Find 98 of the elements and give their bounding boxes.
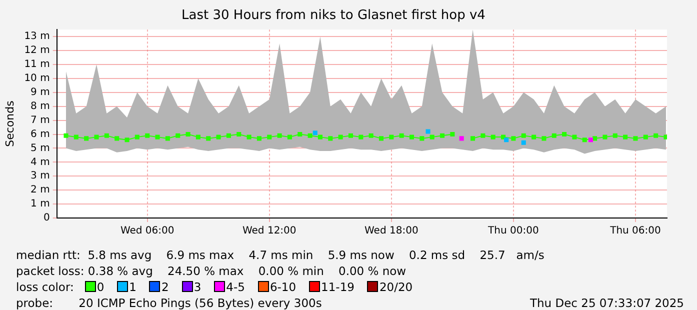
point xyxy=(490,134,496,140)
x-tick-label: Thu 06:00 xyxy=(609,226,661,237)
point xyxy=(176,133,180,138)
legend-title: loss color: xyxy=(16,280,75,294)
point xyxy=(74,134,78,140)
point xyxy=(511,136,516,141)
point xyxy=(532,134,536,140)
point xyxy=(216,134,221,140)
x-tick-label: Wed 06:00 xyxy=(120,226,174,237)
y-tick-label: 12 m xyxy=(24,45,50,56)
x-tick-label: Wed 12:00 xyxy=(242,226,296,237)
point xyxy=(426,129,430,134)
point xyxy=(612,133,618,138)
legend-label: 0 xyxy=(96,280,104,294)
point xyxy=(165,136,170,141)
y-tick-label: 6 m xyxy=(30,128,50,140)
point xyxy=(155,134,160,140)
chart-title: Last 30 Hours from niks to Glasnet first hop v4 xyxy=(182,8,486,24)
point xyxy=(409,134,414,140)
y-tick-label: 0 xyxy=(43,212,50,224)
y-tick-label: 1 m xyxy=(30,198,50,210)
point xyxy=(399,133,404,138)
point xyxy=(134,134,140,140)
point xyxy=(94,134,99,140)
point xyxy=(420,136,424,141)
x-tick-label: Wed 18:00 xyxy=(364,226,418,237)
y-axis-title: Seconds xyxy=(3,100,16,147)
point xyxy=(348,133,354,138)
point xyxy=(328,136,333,141)
point xyxy=(358,134,364,140)
point xyxy=(267,134,272,140)
point xyxy=(588,138,593,142)
legend-label: 1 xyxy=(129,280,136,294)
point xyxy=(114,136,120,141)
point xyxy=(312,130,318,136)
legend-label: 3 xyxy=(194,280,202,294)
y-tick-label: 11 m xyxy=(24,59,50,70)
point xyxy=(196,134,200,140)
point xyxy=(256,136,262,141)
text: packet loss: 0.38 % avg 24.50 % max 0.00 % min 0.00 % now xyxy=(16,263,408,279)
point xyxy=(643,134,648,140)
point xyxy=(206,136,211,141)
text: probe: 20 ICMP Echo Pings (56 Bytes) every 300s xyxy=(16,296,322,310)
point xyxy=(318,134,322,140)
point xyxy=(521,133,526,138)
point xyxy=(562,132,567,137)
legend-label: 2 xyxy=(161,280,169,294)
point xyxy=(633,136,638,141)
point xyxy=(64,133,68,138)
y-tick-label: 8 m xyxy=(30,100,50,112)
point xyxy=(450,132,455,137)
point xyxy=(623,134,628,140)
legend-label: 11-19 xyxy=(321,280,354,294)
y-tick-label: 5 m xyxy=(30,142,50,154)
point xyxy=(145,133,150,138)
y-tick-label: 10 m xyxy=(24,73,50,84)
point xyxy=(246,134,252,140)
point xyxy=(504,138,509,142)
y-tick-label: 4 m xyxy=(30,156,50,168)
point xyxy=(378,136,384,141)
point xyxy=(298,132,302,137)
point xyxy=(459,136,464,141)
point xyxy=(338,134,343,140)
point xyxy=(124,138,130,142)
point xyxy=(236,132,242,137)
text: median rtt: 5.8 ms avg 6.9 ms max 4.7 ms min 5.9 ms now 0.2 ms sd 25.7 am/s xyxy=(16,247,546,263)
legend-label: 6-10 xyxy=(270,280,296,294)
point xyxy=(664,134,667,140)
point xyxy=(287,134,292,140)
point xyxy=(470,136,476,141)
point xyxy=(84,136,89,141)
point xyxy=(552,133,556,138)
y-tick-label: 7 m xyxy=(30,114,50,126)
y-tick-label: 2 m xyxy=(30,184,50,196)
text: Thu Dec 25 07:33:07 2025 xyxy=(530,295,684,310)
x-tick-label: Thu 00:00 xyxy=(487,226,539,237)
point xyxy=(308,133,312,138)
point xyxy=(542,136,546,141)
point xyxy=(440,133,445,138)
point xyxy=(602,134,608,140)
point xyxy=(572,134,577,140)
y-tick-label: 13 m xyxy=(24,31,50,42)
point xyxy=(389,134,394,140)
point xyxy=(226,133,231,138)
point xyxy=(277,133,282,138)
point xyxy=(368,133,374,138)
point xyxy=(480,133,486,138)
point xyxy=(654,133,658,138)
point xyxy=(592,136,598,141)
point xyxy=(186,132,190,137)
y-tick-label: 3 m xyxy=(30,170,50,182)
point xyxy=(582,138,587,142)
point xyxy=(430,134,434,140)
point xyxy=(521,140,526,145)
point xyxy=(104,133,109,138)
legend-label: 20/20 xyxy=(379,280,413,294)
y-tick-label: 9 m xyxy=(30,86,50,98)
legend-label: 4-5 xyxy=(226,280,245,294)
